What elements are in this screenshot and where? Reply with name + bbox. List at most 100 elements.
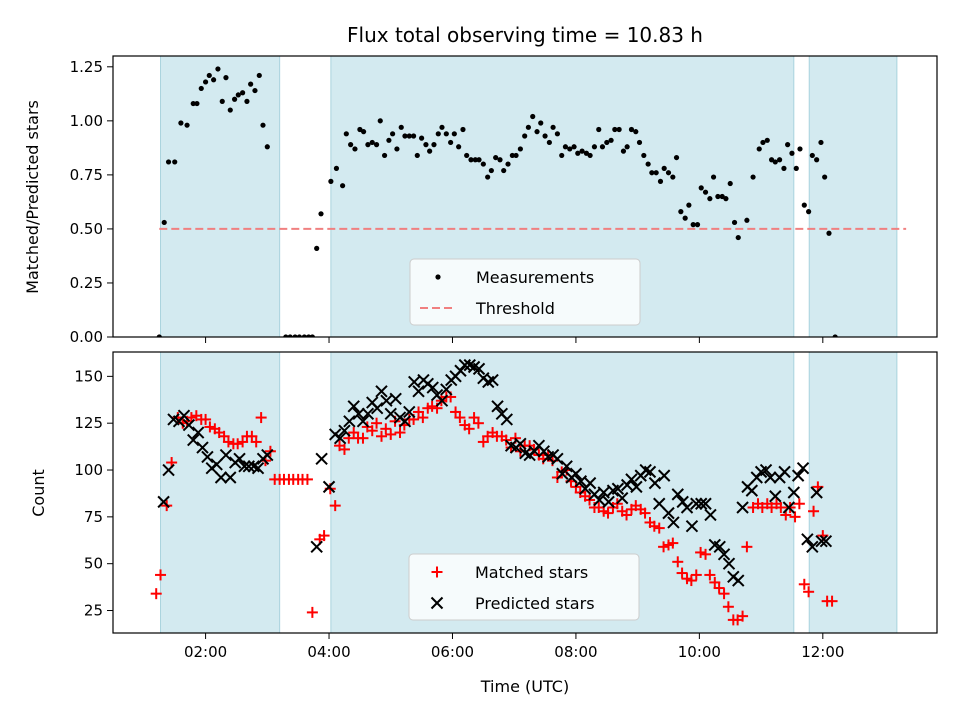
series-measurements xyxy=(156,66,838,337)
data-point xyxy=(657,469,671,482)
data-point xyxy=(744,217,750,223)
data-point xyxy=(633,129,639,135)
data-point xyxy=(567,146,573,152)
y-tick-label: 0.75 xyxy=(70,166,103,184)
data-point xyxy=(240,90,246,96)
data-point xyxy=(671,488,684,501)
data-point xyxy=(348,142,354,148)
data-point xyxy=(560,460,573,473)
data-point xyxy=(621,509,633,521)
data-point xyxy=(198,85,204,92)
data-point xyxy=(201,450,214,464)
data-point xyxy=(636,139,643,146)
data-point xyxy=(694,222,701,228)
x-tick-label: 02:00 xyxy=(184,643,227,661)
data-point xyxy=(630,480,643,494)
data-point xyxy=(184,122,190,128)
data-point xyxy=(460,126,466,133)
data-point xyxy=(380,423,392,435)
data-point xyxy=(587,152,593,159)
data-point xyxy=(676,567,688,579)
data-point xyxy=(713,582,725,594)
legend-entry: Measurements xyxy=(435,268,594,287)
data-point xyxy=(695,546,707,558)
data-point xyxy=(264,144,270,150)
data-point xyxy=(306,606,318,618)
data-point xyxy=(223,75,229,81)
data-point xyxy=(480,161,486,167)
data-point xyxy=(178,120,184,126)
data-point xyxy=(717,548,731,561)
data-point xyxy=(704,569,716,581)
data-point xyxy=(517,146,523,152)
data-point xyxy=(810,486,823,499)
data-point xyxy=(366,425,378,437)
data-point xyxy=(690,222,696,228)
data-point xyxy=(256,72,262,79)
data-point xyxy=(450,406,462,418)
data-point xyxy=(191,426,205,439)
data-point xyxy=(653,497,666,510)
data-point xyxy=(215,66,221,72)
data-point xyxy=(775,501,787,513)
data-point xyxy=(371,417,383,429)
data-point xyxy=(246,430,258,442)
data-point xyxy=(224,471,237,484)
data-point xyxy=(435,131,441,137)
data-point xyxy=(695,497,708,510)
data-point xyxy=(493,154,499,161)
data-point xyxy=(361,407,375,421)
data-point xyxy=(182,418,196,432)
data-point xyxy=(722,601,734,613)
data-point xyxy=(231,96,238,102)
legend-box xyxy=(409,258,641,326)
data-point xyxy=(702,189,709,195)
chart-title: Flux total observing time = 10.83 h xyxy=(347,23,703,47)
data-point xyxy=(414,152,420,159)
data-point xyxy=(501,167,507,174)
x-tick-label: 10:00 xyxy=(678,643,721,661)
y-tick-label: 0.00 xyxy=(70,328,103,346)
data-point xyxy=(791,469,805,482)
data-point xyxy=(242,460,255,473)
data-point xyxy=(408,375,421,389)
data-point xyxy=(248,81,254,87)
top-panel: 0.00 0.25 0.50 0.75 1.00 1.25 Measurements Thre… xyxy=(70,55,938,346)
data-point xyxy=(398,415,412,428)
data-point xyxy=(318,530,330,542)
data-point xyxy=(235,92,241,98)
data-point xyxy=(556,467,569,480)
data-point xyxy=(426,381,439,394)
data-point xyxy=(390,131,396,137)
data-point xyxy=(233,452,246,465)
data-point xyxy=(177,409,191,422)
data-point xyxy=(796,461,810,475)
data-point xyxy=(439,124,445,130)
data-point xyxy=(818,139,824,146)
axes-frame xyxy=(112,55,938,338)
data-point xyxy=(472,157,478,163)
series-predicted-stars xyxy=(157,358,833,587)
data-point xyxy=(801,533,814,546)
data-point xyxy=(793,165,799,171)
legend-box xyxy=(408,553,640,621)
data-point xyxy=(809,152,815,159)
data-point xyxy=(648,520,660,532)
data-point xyxy=(649,170,655,176)
data-point xyxy=(554,131,561,137)
data-point xyxy=(486,373,499,387)
data-point xyxy=(785,142,791,148)
data-point xyxy=(343,415,356,428)
data-point xyxy=(760,139,766,146)
data-point xyxy=(206,72,212,79)
data-point xyxy=(150,588,162,600)
data-point xyxy=(699,497,712,510)
y-tick-label: 0.50 xyxy=(70,220,103,238)
data-point xyxy=(440,383,453,396)
data-point xyxy=(468,157,474,163)
data-point xyxy=(485,174,491,180)
data-point xyxy=(639,507,651,519)
data-point xyxy=(715,193,721,200)
data-point xyxy=(328,178,334,184)
